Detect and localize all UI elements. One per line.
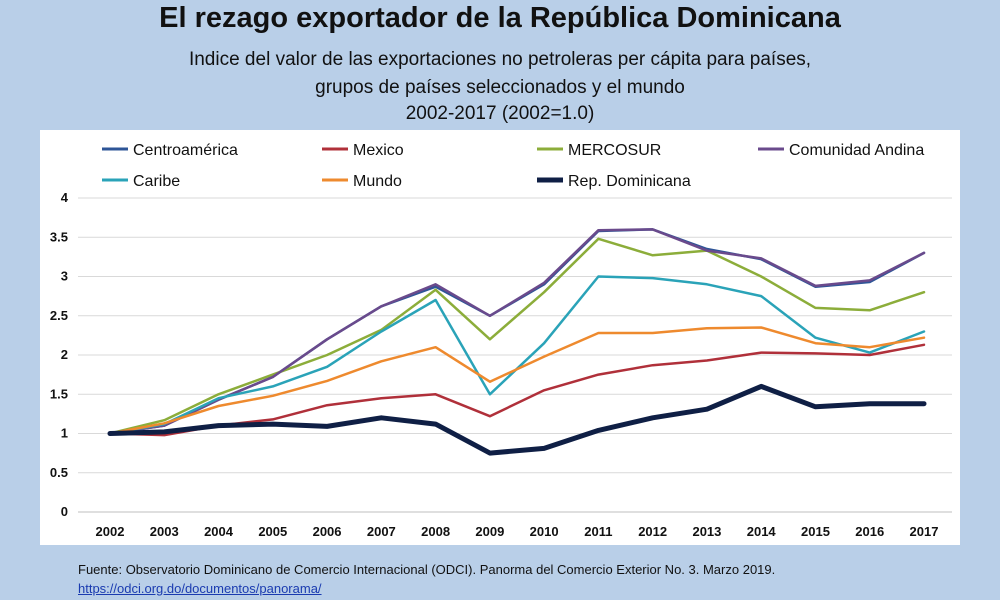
y-tick-label: 2 [61, 347, 68, 362]
series-line-6 [107, 383, 927, 456]
y-tick-label: 2.5 [50, 308, 68, 323]
legend-label: Rep. Dominicana [568, 173, 691, 190]
x-tick-label: 2015 [801, 524, 830, 539]
legend-label: Mexico [353, 142, 404, 159]
x-tick-label: 2012 [638, 524, 667, 539]
x-tick-label: 2002 [96, 524, 125, 539]
x-tick-label: 2017 [910, 524, 939, 539]
x-tick-label: 2006 [313, 524, 342, 539]
x-tick-label: 2016 [855, 524, 884, 539]
x-tick-label: 2005 [258, 524, 287, 539]
subtitle-line-3: 2002-2017 (2002=1.0) [405, 103, 595, 124]
legend-label: Caribe [133, 173, 180, 190]
chart-panel: 0 0.5 1 1.5 2 2.5 3 3.5 4 2002 2003 2004 2005 2006 200… [40, 130, 960, 545]
y-tick-label: 0.5 [50, 465, 68, 480]
x-tick-label: 2004 [204, 524, 234, 539]
source-note: Fuente: Observatorio Dominicano de Comer… [78, 562, 776, 577]
x-tick-label: 2003 [150, 524, 179, 539]
y-tick-label: 3.5 [50, 229, 68, 244]
legend-label: Centroamérica [133, 142, 238, 159]
x-tick-label: 2007 [367, 524, 396, 539]
y-tick-label: 3 [61, 269, 68, 284]
x-tick-label: 2013 [692, 524, 721, 539]
series-line-5 [108, 326, 926, 435]
y-tick-label: 1 [61, 426, 68, 441]
line-chart: 0 0.5 1 1.5 2 2.5 3 3.5 4 2002 2003 2004 2005 2006 200… [50, 142, 952, 539]
legend-label: Mundo [353, 173, 402, 190]
subtitle-line-2: grupos de países seleccionados y el mund… [315, 77, 685, 98]
y-tick-label: 4 [61, 190, 69, 205]
x-tick-label: 2009 [475, 524, 504, 539]
legend-label: MERCOSUR [568, 142, 661, 159]
y-tick-label: 1.5 [50, 386, 68, 401]
series-line-3 [108, 228, 926, 435]
y-tick-label: 0 [61, 504, 68, 519]
legend-label: Comunidad Andina [789, 142, 924, 159]
x-tick-label: 2008 [421, 524, 450, 539]
page-title: El rezago exportador de la República Dom… [159, 2, 841, 34]
x-tick-label: 2010 [530, 524, 559, 539]
subtitle-line-1: Indice del valor de las exportaciones no… [188, 49, 812, 70]
x-tick-label: 2014 [747, 524, 777, 539]
series-line-2 [108, 237, 926, 435]
source-link[interactable]: https://odci.org.do/documentos/panorama/ [78, 581, 322, 596]
x-tick-label: 2011 [584, 524, 612, 539]
